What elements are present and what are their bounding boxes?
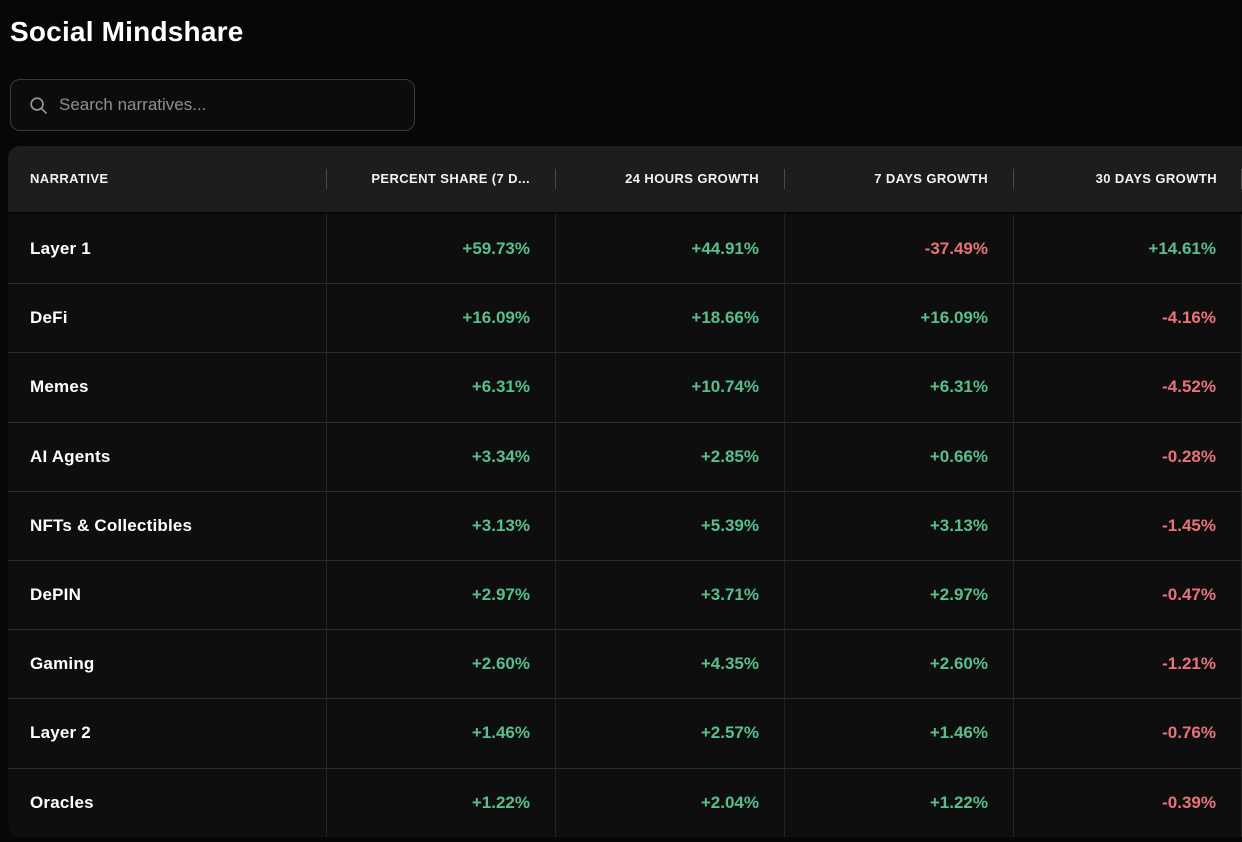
table-row-layer-1[interactable]: Layer 1 +59.73% +44.91% -37.49% +14.61%	[8, 214, 1242, 284]
narrative-name: Oracles	[30, 792, 94, 812]
percent-share-7d: +2.60%	[326, 630, 555, 699]
growth-7d: +6.31%	[784, 353, 1013, 422]
column-header-percent-share-7d[interactable]: PERCENT SHARE (7 D...	[326, 146, 555, 212]
growth-30d: +14.61%	[1013, 214, 1242, 284]
column-header-7d-growth[interactable]: 7 DAYS GROWTH	[784, 146, 1013, 212]
narrative-name: Gaming	[30, 654, 95, 674]
growth-30d: -0.47%	[1013, 560, 1242, 630]
growth-7d: +16.09%	[784, 284, 1013, 353]
growth-24h: +10.74%	[555, 353, 784, 422]
table-row-gaming[interactable]: Gaming +2.60% +4.35% +2.60% -1.21%	[8, 629, 1242, 699]
narrative-name: NFTs & Collectibles	[30, 515, 193, 535]
percent-share-7d: +3.34%	[326, 422, 555, 491]
table-row-memes[interactable]: Memes +6.31% +10.74% +6.31% -4.52%	[8, 352, 1242, 422]
percent-share-7d: +2.97%	[326, 560, 555, 630]
growth-7d: +1.46%	[784, 699, 1013, 768]
table-row-ai-agents[interactable]: AI Agents +3.34% +2.85% +0.66% -0.28%	[8, 421, 1242, 491]
growth-24h: +4.35%	[555, 630, 784, 699]
growth-7d: -37.49%	[784, 214, 1013, 284]
narrative-name: DeFi	[30, 308, 68, 328]
search-icon	[30, 96, 47, 114]
percent-share-7d: +1.22%	[326, 768, 555, 837]
growth-24h: +2.04%	[555, 768, 784, 837]
growth-24h: +44.91%	[555, 214, 784, 284]
growth-7d: +3.13%	[784, 491, 1013, 560]
table-row-oracles[interactable]: Oracles +1.22% +2.04% +1.22% -0.39%	[8, 767, 1242, 837]
table-row-nfts-collectibles[interactable]: NFTs & Collectibles +3.13% +5.39% +3.13%…	[8, 490, 1242, 560]
growth-30d: -1.45%	[1013, 491, 1242, 560]
narrative-name: AI Agents	[30, 446, 111, 466]
growth-7d: +1.22%	[784, 768, 1013, 837]
column-header-24h-growth[interactable]: 24 HOURS GROWTH	[555, 146, 784, 212]
table-row-layer-2[interactable]: Layer 2 +1.46% +2.57% +1.46% -0.76%	[8, 698, 1242, 768]
page-title: Social Mindshare	[10, 16, 244, 47]
column-header-narrative[interactable]: NARRATIVE	[30, 171, 109, 186]
narrative-name: Layer 2	[30, 723, 91, 743]
table-row-defi[interactable]: DeFi +16.09% +18.66% +16.09% -4.16%	[8, 283, 1242, 353]
growth-7d: +0.66%	[784, 422, 1013, 491]
percent-share-7d: +16.09%	[326, 284, 555, 353]
table-row-depin[interactable]: DePIN +2.97% +3.71% +2.97% -0.47%	[8, 559, 1242, 630]
growth-7d: +2.97%	[784, 560, 1013, 630]
growth-30d: -0.39%	[1013, 768, 1242, 837]
growth-24h: +2.85%	[555, 422, 784, 491]
growth-24h: +2.57%	[555, 699, 784, 768]
percent-share-7d: +6.31%	[326, 353, 555, 422]
percent-share-7d: +59.73%	[326, 214, 555, 284]
search-input[interactable]	[59, 95, 400, 115]
growth-30d: -0.28%	[1013, 422, 1242, 491]
narrative-name: Memes	[30, 377, 89, 397]
growth-24h: +3.71%	[555, 560, 784, 630]
growth-30d: -1.21%	[1013, 630, 1242, 699]
column-header-30d-growth[interactable]: 30 DAYS GROWTH	[1013, 146, 1242, 212]
narrative-name: Layer 1	[30, 238, 91, 258]
growth-24h: +18.66%	[555, 284, 784, 353]
growth-30d: -0.76%	[1013, 699, 1242, 768]
growth-30d: -4.52%	[1013, 353, 1242, 422]
table-header-row: NARRATIVE PERCENT SHARE (7 D... 24 HOURS…	[8, 146, 1242, 212]
growth-7d: +2.60%	[784, 630, 1013, 699]
table-body: Layer 1 +59.73% +44.91% -37.49% +14.61% …	[8, 214, 1242, 837]
search-box[interactable]	[10, 79, 415, 131]
growth-30d: -4.16%	[1013, 284, 1242, 353]
percent-share-7d: +3.13%	[326, 491, 555, 560]
narrative-name: DePIN	[30, 585, 82, 605]
growth-24h: +5.39%	[555, 491, 784, 560]
narratives-table: NARRATIVE PERCENT SHARE (7 D... 24 HOURS…	[8, 146, 1242, 837]
percent-share-7d: +1.46%	[326, 699, 555, 768]
